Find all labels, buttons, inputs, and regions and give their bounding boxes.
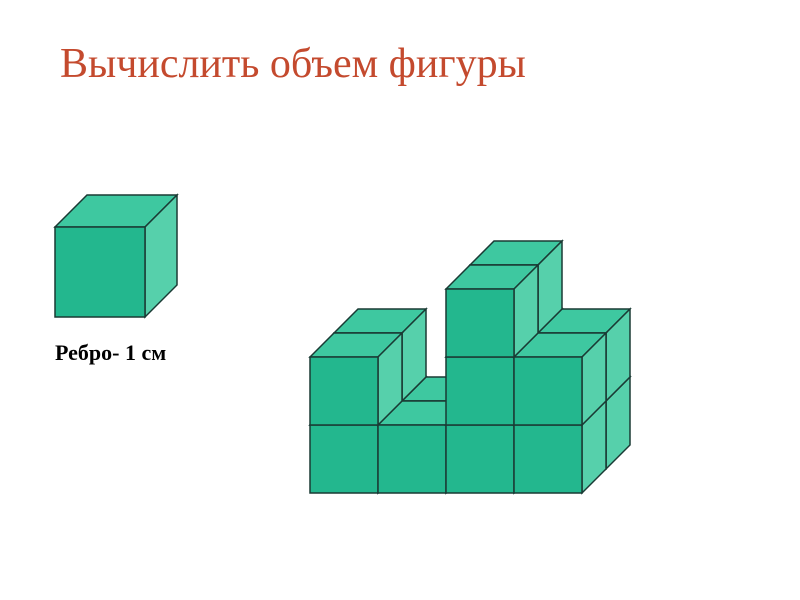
page-title: Вычислить объем фигуры [60,40,526,88]
edge-label: Ребро- 1 см [55,340,166,366]
